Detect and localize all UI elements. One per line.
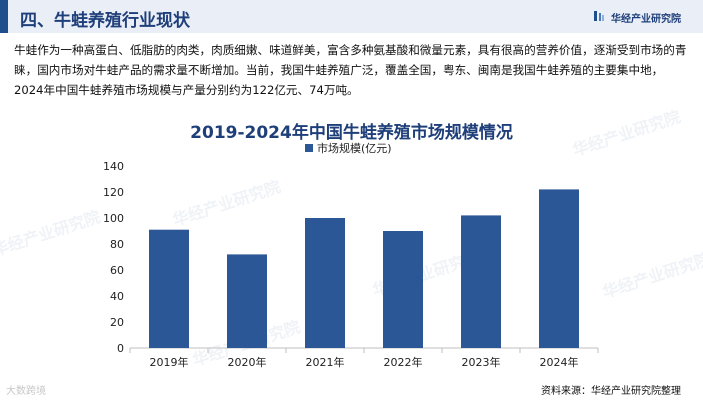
- legend-label: 市场规模(亿元): [317, 141, 392, 155]
- bar: [305, 218, 345, 348]
- y-tick-label: 40: [110, 290, 124, 303]
- bar: [149, 229, 189, 348]
- y-tick-label: 140: [103, 160, 124, 173]
- legend-swatch: [305, 144, 313, 152]
- y-tick-label: 20: [110, 316, 124, 329]
- y-tick-label: 120: [103, 186, 124, 199]
- brand: 华经产业研究院: [593, 10, 681, 25]
- y-tick-label: 60: [110, 264, 124, 277]
- chart-title: 2019-2024年中国牛蛙养殖市场规模情况: [190, 123, 513, 143]
- bar: [461, 215, 501, 348]
- header-band: 四、牛蛙养殖行业现状 华经产业研究院: [0, 0, 703, 33]
- x-tick-label: 2019年: [150, 355, 189, 369]
- y-tick-label: 100: [103, 212, 124, 225]
- source-note: 资料来源：华经产业研究院整理: [541, 386, 681, 397]
- x-tick-label: 2021年: [306, 355, 345, 369]
- header-accent-bar: [0, 0, 8, 33]
- brand-name: 华经产业研究院: [611, 14, 681, 25]
- x-tick-label: 2022年: [384, 355, 423, 369]
- x-tick-label: 2020年: [228, 355, 267, 369]
- corner-watermark: 大数跨境: [6, 386, 46, 397]
- y-tick-label: 80: [110, 238, 124, 251]
- y-tick-label: 0: [117, 342, 124, 355]
- section-title: 四、牛蛙养殖行业现状: [20, 11, 190, 31]
- x-tick-label: 2024年: [540, 355, 579, 369]
- intro-paragraph: 牛蛙作为一种高蛋白、低脂肪的肉类，肉质细嫩、味道鲜美，富含多种氨基酸和微量元素，…: [14, 43, 687, 97]
- x-tick-label: 2023年: [462, 355, 501, 369]
- bar: [383, 231, 423, 348]
- bar: [227, 254, 267, 348]
- brand-logo-icon: [593, 10, 605, 25]
- bar: [539, 189, 579, 348]
